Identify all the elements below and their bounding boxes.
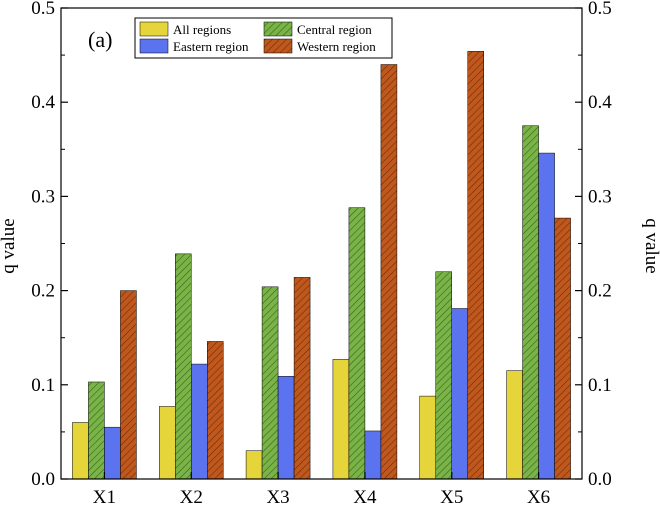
- x-tick-label-x5: X5: [440, 487, 463, 508]
- y-tick-label-right: 0.5: [588, 0, 612, 19]
- y-axis-right: 0.0 0.1 0.2 0.3 0.4 0.5: [575, 0, 612, 490]
- bar-central-region-x4: [348, 207, 366, 480]
- bar-eastern-region-x5: [451, 308, 468, 480]
- y-axis-left: 0.0 0.1 0.2 0.3 0.4 0.5: [31, 0, 68, 490]
- bar-western-region-x5: [467, 51, 484, 480]
- y-tick-label-left: 0.3: [31, 186, 55, 207]
- y-tick-label-left: 0.2: [31, 281, 55, 302]
- bar-central-region-x6: [522, 125, 539, 480]
- legend-box: [134, 17, 393, 59]
- bar-western-region-x2: [207, 341, 224, 480]
- x-axis: X1 X2 X3 X4 X5 X6: [93, 472, 550, 508]
- legend-label-central-region: Central region: [297, 22, 372, 37]
- bar-western-region-x3: [293, 277, 311, 480]
- x-tick-label-x1: X1: [93, 487, 116, 508]
- legend-swatch-all-regions: [139, 21, 169, 37]
- plot-frame: [60, 7, 583, 480]
- legend-label-western-region: Western region: [297, 39, 376, 54]
- bar-all-regions-x2: [159, 406, 176, 480]
- y-tick-label-right: 0.4: [588, 92, 612, 113]
- bar-all-regions-x6: [506, 370, 523, 480]
- bar-all-regions-x3: [245, 450, 263, 480]
- y-tick-label-left: 0.5: [31, 0, 55, 19]
- bars-layer: [72, 51, 571, 480]
- y-tick-label-right: 0.1: [588, 375, 612, 396]
- bar-eastern-region-x1: [104, 426, 121, 480]
- bar-western-region-x4: [380, 64, 398, 480]
- y-tick-label-right: 0.0: [588, 469, 612, 490]
- legend: All regions Eastern region Central region W…: [134, 17, 393, 59]
- bar-central-region-x3: [261, 286, 279, 480]
- bar-all-regions-x4: [332, 359, 350, 480]
- y-axis-label-left: q value: [0, 218, 19, 273]
- bar-eastern-region-x6: [538, 152, 555, 480]
- y-axis-label-right: q value: [641, 218, 660, 273]
- x-tick-label-x4: X4: [353, 487, 377, 508]
- y-tick-label-left: 0.4: [31, 92, 55, 113]
- bar-western-region-x1: [120, 290, 137, 480]
- bar-western-region-x6: [554, 217, 571, 480]
- y-tick-label-left: 0.1: [31, 375, 55, 396]
- y-tick-label-right: 0.3: [588, 186, 612, 207]
- bar-central-region-x5: [435, 271, 452, 480]
- legend-label-all-regions: All regions: [173, 22, 231, 37]
- legend-label-eastern-region: Eastern region: [173, 39, 249, 54]
- bar-eastern-region-x3: [277, 376, 295, 480]
- bar-central-region-x2: [175, 253, 192, 480]
- x-tick-label-x3: X3: [266, 487, 289, 508]
- x-tick-label-x2: X2: [180, 487, 203, 508]
- bar-central-region-x1: [88, 381, 105, 480]
- y-tick-label-left: 0.0: [31, 469, 55, 490]
- legend-swatch-eastern-region: [139, 38, 169, 54]
- bar-all-regions-x1: [72, 422, 89, 480]
- panel-label: (a): [88, 27, 112, 52]
- bar-eastern-region-x4: [364, 430, 382, 480]
- y-tick-label-right: 0.2: [588, 281, 612, 302]
- x-tick-label-x6: X6: [527, 487, 550, 508]
- legend-swatch-western-region: [263, 38, 293, 54]
- bar-all-regions-x5: [419, 395, 436, 480]
- bar-eastern-region-x2: [191, 363, 208, 480]
- legend-swatch-central-region: [263, 21, 293, 37]
